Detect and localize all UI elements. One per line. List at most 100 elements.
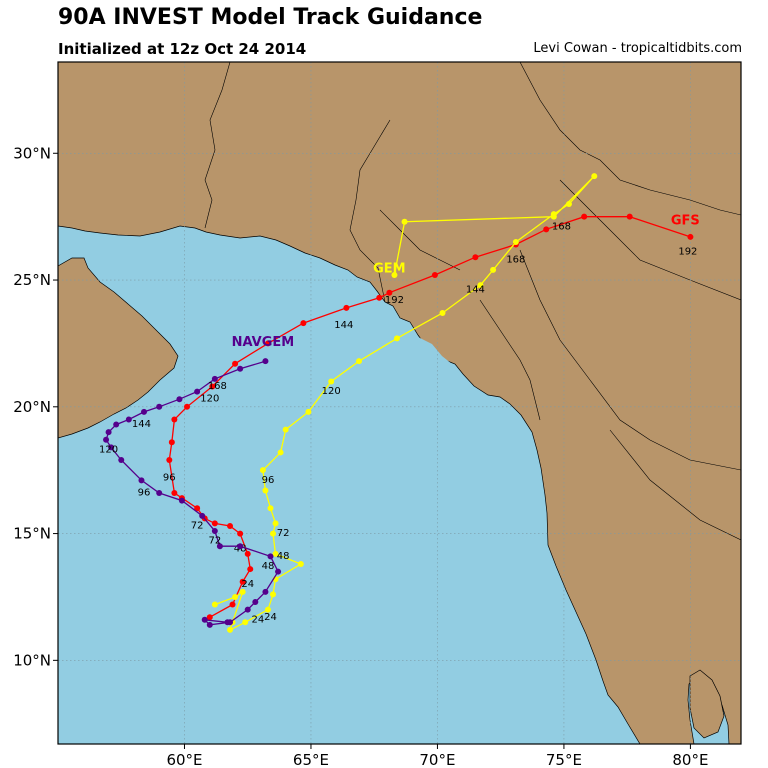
track-point: [211, 375, 218, 382]
track-point: [171, 490, 178, 497]
land-asia-mainland: [58, 62, 741, 744]
forecast-hour-label: 72: [277, 528, 290, 539]
forecast-hour-label: 24: [264, 612, 277, 623]
track-line: [168, 216, 691, 618]
forecast-hour-label: 144: [334, 320, 353, 331]
track-point: [259, 467, 266, 474]
track-point: [626, 213, 633, 220]
track-point: [211, 528, 218, 535]
forecast-hour-label: 72: [208, 536, 221, 547]
track-point: [247, 566, 254, 573]
track-point: [272, 550, 279, 557]
track-point: [550, 213, 557, 220]
forecast-hour-label: 144: [132, 419, 151, 430]
track-point: [224, 619, 231, 626]
track-point: [239, 588, 246, 595]
track-point: [270, 591, 277, 598]
track-point: [300, 320, 307, 327]
lon-tick-label: 80°E: [672, 751, 708, 768]
track-point: [477, 282, 484, 289]
track-point: [216, 543, 223, 550]
track-point: [272, 520, 279, 527]
track-point: [229, 601, 236, 608]
track-point: [687, 233, 694, 240]
track-point: [565, 200, 572, 207]
model-name-label: GFS: [671, 213, 700, 228]
lat-tick-label: 25°N: [13, 271, 51, 289]
track-point: [237, 530, 244, 537]
track-point: [194, 505, 201, 512]
lat-tick-label: 20°N: [13, 398, 51, 416]
track-point: [113, 421, 120, 428]
land-sri-lanka: [689, 669, 725, 739]
track-point: [178, 497, 185, 504]
forecast-hour-label: 120: [99, 444, 118, 455]
track-point: [244, 550, 251, 557]
forecast-hour-label: 144: [466, 285, 485, 296]
track-point: [156, 403, 163, 410]
init-time-subtitle: Initialized at 12z Oct 24 2014: [58, 40, 307, 58]
model-name-label: NAVGEM: [232, 335, 295, 350]
forecast-hour-label: 72: [191, 520, 204, 531]
track-point: [297, 560, 304, 567]
track-point: [206, 614, 213, 621]
forecast-hour-label: 96: [163, 472, 176, 483]
lon-tick-label: 75°E: [546, 751, 582, 768]
track-point: [490, 266, 497, 273]
track-navgem: 24 48 72 96 120 144 168 NAVGEM: [99, 335, 294, 628]
track-point: [591, 173, 598, 180]
track-gem: 24 48 72 96 120 144 168 192 GEM: [211, 173, 598, 633]
forecast-hour-label: 96: [138, 488, 151, 499]
track-point: [512, 239, 519, 246]
track-point: [105, 429, 112, 436]
forecast-hour-label: 168: [506, 254, 525, 265]
lat-tick-label: 30°N: [13, 144, 51, 162]
track-point: [232, 360, 239, 367]
forecast-hour-label: 120: [200, 394, 219, 405]
track-point: [472, 254, 479, 261]
forecast-hour-label: 24: [251, 614, 264, 625]
track-point: [581, 213, 588, 220]
track-point: [262, 588, 269, 595]
track-point: [237, 543, 244, 550]
forecast-hour-label: 96: [262, 475, 275, 486]
forecast-hour-label: 168: [552, 221, 571, 232]
track-point: [439, 309, 446, 316]
track-point: [206, 621, 213, 628]
track-point: [227, 626, 234, 633]
model-tracks: 24 48 72 96 120 144 168 192 GFS 24 48 72 96 120 144 168…: [99, 173, 700, 633]
track-point: [237, 365, 244, 372]
track-point: [108, 444, 115, 451]
track-point: [184, 403, 191, 410]
forecast-hour-label: 168: [208, 381, 227, 392]
track-point: [118, 457, 125, 464]
track-point: [267, 505, 274, 512]
track-point: [211, 520, 218, 527]
track-point: [305, 408, 312, 415]
track-point: [282, 426, 289, 433]
forecast-hour-label: 48: [262, 561, 275, 572]
track-point: [431, 271, 438, 278]
track-line: [214, 175, 595, 632]
track-point: [270, 530, 277, 537]
track-point: [275, 568, 282, 575]
track-point: [543, 226, 550, 233]
track-point: [376, 294, 383, 301]
track-point: [267, 553, 274, 560]
credit-text: Levi Cowan - tropicaltidbits.com: [533, 41, 742, 56]
model-name-label: GEM: [373, 261, 406, 276]
lat-tick-label: 10°N: [13, 651, 51, 669]
track-point: [262, 358, 269, 365]
track-point: [401, 218, 408, 225]
map-frame: [57, 61, 742, 745]
country-borders: [204, 62, 741, 541]
track-point: [277, 449, 284, 456]
track-point: [252, 599, 259, 606]
lon-tick-label: 70°E: [419, 751, 455, 768]
track-point: [138, 477, 145, 484]
track-point: [103, 436, 110, 443]
track-point: [356, 358, 363, 365]
track-point: [141, 408, 148, 415]
track-point: [209, 383, 216, 390]
